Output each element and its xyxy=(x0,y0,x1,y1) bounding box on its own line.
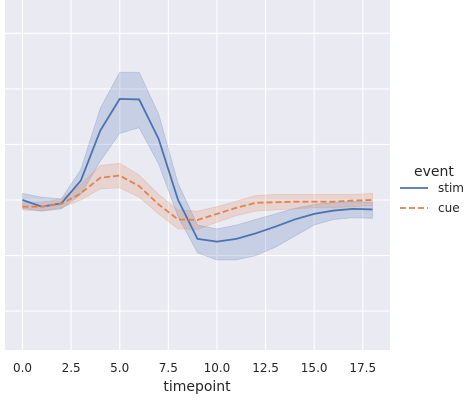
x-tick-label: 2.5 xyxy=(62,361,81,375)
series-line-cue xyxy=(22,174,373,221)
x-tick-label: 17.5 xyxy=(349,361,376,375)
x-tick-label: 10.0 xyxy=(204,361,231,375)
legend: event stim cue xyxy=(400,164,464,215)
x-tick-label: 0.0 xyxy=(13,361,32,375)
plot-background xyxy=(5,0,390,350)
ci-band-cue xyxy=(22,162,373,230)
x-tick-label: 5.0 xyxy=(110,361,129,375)
series-line-stim xyxy=(22,97,373,243)
x-tick-labels: 0.0 2.5 5.0 7.5 10.0 12.5 15.0 17.5 xyxy=(13,361,376,375)
x-tick-label: 15.0 xyxy=(301,361,328,375)
x-tick-label: 12.5 xyxy=(252,361,279,375)
series-lines xyxy=(22,97,373,243)
legend-label-cue: cue xyxy=(438,201,460,215)
x-tick-label: 7.5 xyxy=(159,361,178,375)
legend-title: event xyxy=(414,164,454,180)
x-axis-label: timepoint xyxy=(163,379,231,395)
ci-band-stim xyxy=(22,71,373,261)
legend-label-stim: stim xyxy=(438,181,464,195)
confidence-bands xyxy=(22,71,373,261)
